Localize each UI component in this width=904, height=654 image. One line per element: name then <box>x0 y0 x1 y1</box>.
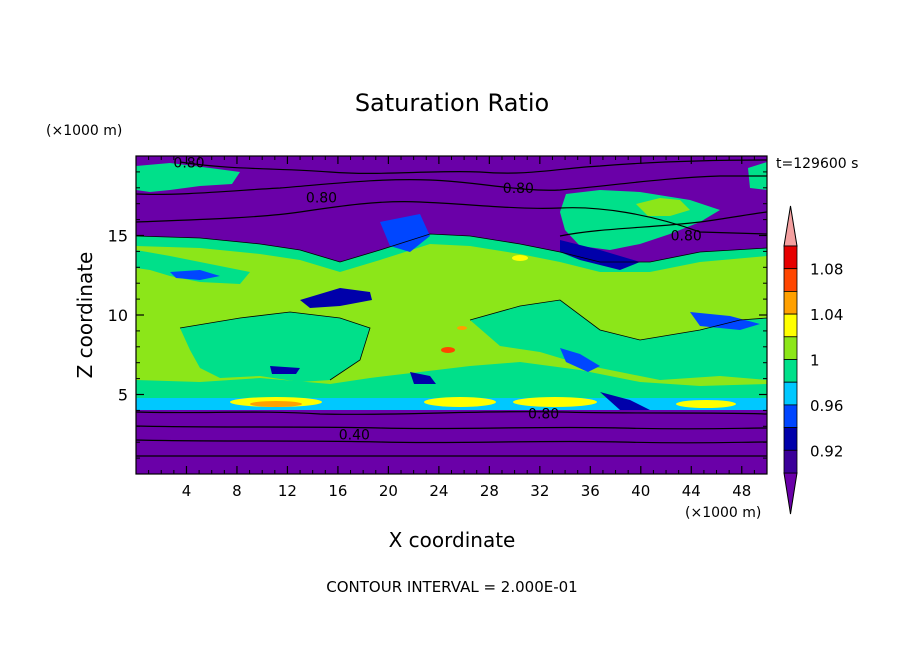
time-label: t=129600 s <box>776 156 858 172</box>
contour-label: 0.80 <box>173 155 204 171</box>
contour-interval-note: CONTOUR INTERVAL = 2.000E-01 <box>326 578 577 596</box>
colorbar-label: 0.92 <box>810 442 843 460</box>
colorbar-label: 1 <box>810 352 820 370</box>
colorbar-bin <box>783 290 798 315</box>
colorbar-bin <box>783 404 798 428</box>
heatmap-field: 0.80 0.80 0.80 0.80 0.80 0.40 <box>136 155 767 474</box>
colorbar-bin <box>783 245 798 270</box>
dry-streak-1 <box>300 288 372 308</box>
x-tick-label: 32 <box>530 482 549 500</box>
x-tick-label: 36 <box>581 482 600 500</box>
x-tick-label: 24 <box>429 482 448 500</box>
super-pocket-5 <box>441 347 455 353</box>
colorbar-bin <box>783 427 798 451</box>
y-axis: 5 10 15 <box>108 171 767 459</box>
y-tick-label: 5 <box>118 386 128 405</box>
colorbar-bin <box>783 381 798 406</box>
colorbar-under-arrow <box>783 472 798 515</box>
contour-label: 0.80 <box>528 407 559 423</box>
upper-cloud-3 <box>636 198 690 216</box>
colorbar: 0.92 0.96 1 1.04 1.08 <box>783 205 843 515</box>
x-tick-label: 40 <box>631 482 650 500</box>
super-pocket-3 <box>513 397 597 407</box>
dry-streak-5 <box>600 392 650 410</box>
contour-label-layer: 0.80 0.80 0.80 0.80 0.80 0.40 <box>173 155 702 443</box>
x-tick-label: 20 <box>379 482 398 500</box>
super-pocket-7 <box>512 255 528 261</box>
x-tick-label: 8 <box>232 482 242 500</box>
contour-label: 0.40 <box>339 427 370 443</box>
x-tick-label: 44 <box>682 482 701 500</box>
colorbar-label: 1.04 <box>810 306 843 324</box>
contour-label: 0.80 <box>503 181 534 197</box>
chart-title: Saturation Ratio <box>355 89 549 117</box>
y-axis-title: Z coordinate <box>73 252 97 379</box>
colorbar-bin <box>783 336 798 360</box>
moist-pocket-1 <box>180 312 370 382</box>
moist-pocket-2 <box>470 300 767 380</box>
y-tick-label: 15 <box>108 227 128 246</box>
colorbar-bin <box>783 359 798 383</box>
colorbar-bin <box>783 268 798 292</box>
x-unit-label: (×1000 m) <box>685 505 761 521</box>
super-pocket-2 <box>424 397 496 407</box>
x-tick-label: 16 <box>328 482 347 500</box>
super-pocket-6 <box>457 326 467 330</box>
x-tick-label: 12 <box>278 482 297 500</box>
moist-pocket-4 <box>136 250 250 284</box>
super-pocket-1b <box>250 401 302 407</box>
contour-label: 0.80 <box>671 229 702 245</box>
upper-cloud-1 <box>136 163 240 192</box>
y-unit-label: (×1000 m) <box>46 123 122 139</box>
dry-streak-2 <box>170 270 220 280</box>
dry-streak-4 <box>690 312 760 330</box>
x-tick-label: 48 <box>732 482 751 500</box>
x-tick-label: 4 <box>182 482 192 500</box>
colorbar-bin <box>783 313 798 338</box>
dry-streak-7 <box>410 372 436 384</box>
dry-streak-9 <box>270 366 300 374</box>
colorbar-over-arrow <box>783 205 798 247</box>
dry-streak-6 <box>380 214 430 252</box>
colorbar-label: 0.96 <box>810 397 843 415</box>
x-tick-label: 28 <box>480 482 499 500</box>
x-axis: 4 8 12 16 20 24 28 32 36 40 44 48 <box>148 156 755 500</box>
dry-streak-8 <box>560 348 600 372</box>
colorbar-bin <box>783 449 798 474</box>
contour-lines <box>136 159 767 457</box>
dry-streak-3 <box>560 240 640 270</box>
y-tick-label: 10 <box>108 306 128 325</box>
super-pocket-4 <box>676 400 736 408</box>
colorbar-label: 1.08 <box>810 261 843 279</box>
contour-label: 0.80 <box>306 190 337 206</box>
x-axis-title: X coordinate <box>389 528 516 552</box>
